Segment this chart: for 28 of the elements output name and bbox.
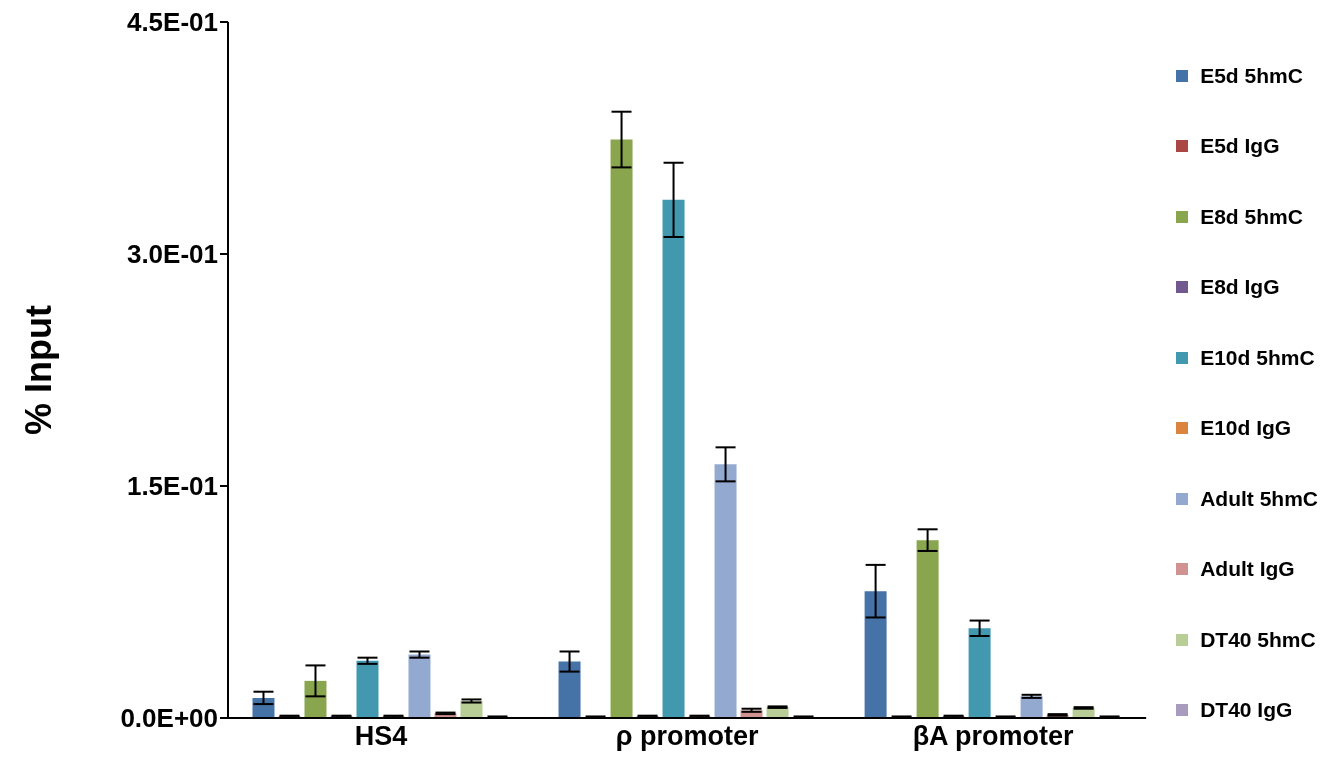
y-tick-label: 0.0E+00: [120, 703, 218, 734]
legend-label: DT40 5hmC: [1200, 627, 1316, 652]
legend-label: Adult 5hmC: [1200, 486, 1318, 511]
bar: [558, 661, 581, 718]
x-tick-label: HS4: [354, 721, 408, 752]
y-tick-label: 3.0E-01: [126, 239, 218, 270]
bar: [662, 199, 685, 718]
y-tick-label: 1.5E-01: [126, 471, 218, 502]
bar: [968, 628, 991, 718]
y-axis-title: % Input: [17, 305, 59, 435]
bar: [1020, 696, 1043, 718]
legend-label: E10d IgG: [1200, 416, 1292, 441]
bar: [916, 540, 939, 718]
bar: [864, 591, 887, 718]
x-tick-label: βA promoter: [912, 721, 1075, 752]
legend-label: E8d IgG: [1200, 275, 1280, 300]
y-tick-label: 4.5E-01: [126, 7, 218, 38]
legend-label: E5d 5hmC: [1200, 63, 1303, 88]
bar: [356, 660, 379, 718]
legend-label: Adult IgG: [1200, 557, 1295, 582]
x-tick-label: ρ promoter: [615, 721, 759, 752]
legend-label: E10d 5hmC: [1200, 345, 1315, 370]
legend-label: E8d 5hmC: [1200, 204, 1303, 229]
bar: [408, 654, 431, 718]
bar: [610, 139, 633, 718]
legend-label: DT40 IgG: [1200, 698, 1293, 723]
bar: [714, 464, 737, 718]
legend-label: E5d IgG: [1200, 134, 1280, 159]
